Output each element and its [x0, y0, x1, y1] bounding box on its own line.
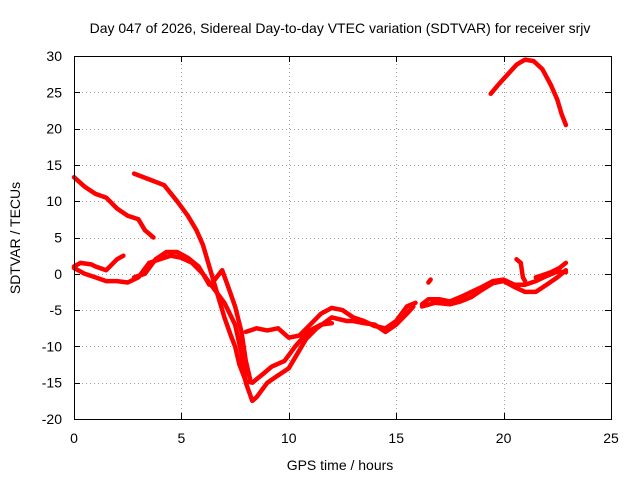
y-tick-label: 0: [54, 266, 62, 282]
series-line-arc-5: [131, 249, 212, 287]
y-tick-label: -10: [42, 338, 62, 354]
y-axis-label: SDTVAR / TECUs: [7, 182, 23, 294]
y-tick-label: -15: [42, 375, 62, 391]
x-tick-label: 25: [603, 430, 619, 446]
series-line-arc-1: [71, 174, 156, 240]
x-tick-label: 20: [496, 430, 512, 446]
y-tick-label: 10: [46, 193, 62, 209]
axis-ticks: 0 5 10 15 20 25 -20 -15 -10 -5 0 5 10 15 20 25 30: [42, 48, 619, 446]
data-series: [71, 57, 569, 404]
y-tick-label: -20: [42, 411, 62, 427]
y-tick-label: 20: [46, 121, 62, 137]
series-line-arc-8: [426, 277, 433, 285]
x-tick-label: 5: [178, 430, 186, 446]
y-tick-label: 15: [46, 157, 62, 173]
x-axis-label: GPS time / hours: [287, 457, 394, 473]
y-tick-label: 30: [46, 48, 62, 64]
y-tick-label: 5: [54, 230, 62, 246]
x-tick-label: 0: [70, 430, 78, 446]
series-line-arc-12: [533, 260, 569, 280]
series-line-arc-10: [419, 267, 569, 309]
y-tick-label: 25: [46, 84, 62, 100]
x-tick-label: 10: [281, 430, 297, 446]
series-line-arc-13: [488, 57, 569, 128]
chart-title: Day 047 of 2026, Sidereal Day-to-day VTE…: [90, 20, 591, 36]
series-line-arc-2: [131, 171, 335, 385]
series-line-arc-11: [514, 257, 528, 284]
series-line-arc-4: [71, 253, 416, 404]
y-tick-label: -5: [50, 302, 63, 318]
series-line-arc-7: [243, 300, 418, 340]
series-line-arc-6: [211, 267, 253, 382]
series-line-arc-3: [71, 253, 126, 273]
x-tick-label: 15: [388, 430, 404, 446]
